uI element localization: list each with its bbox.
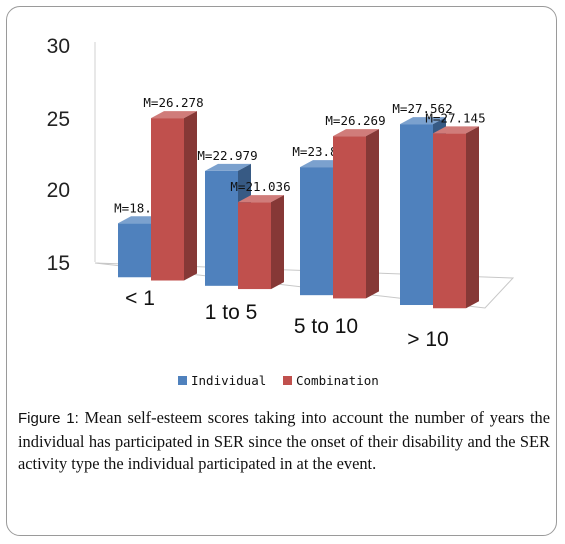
bar-top-combination-1 <box>238 195 284 203</box>
legend-swatch-individual <box>178 376 187 385</box>
bar-top-combination-2 <box>333 129 379 137</box>
y-tick-label: 20 <box>47 179 70 202</box>
bar-combination-1 <box>238 202 271 290</box>
category-label: > 10 <box>407 328 448 351</box>
bar-combination-3 <box>433 133 466 309</box>
category-label: 1 to 5 <box>205 301 258 324</box>
y-tick-label: 15 <box>47 252 70 275</box>
bar-side-combination-3 <box>466 126 479 309</box>
bar-side-combination-0 <box>184 111 197 281</box>
legend-label: Combination <box>296 373 379 388</box>
bar-side-combination-1 <box>271 195 284 290</box>
figure-caption: Figure 1: Mean self-esteem scores taking… <box>18 407 550 476</box>
bar-individual-0 <box>118 223 151 278</box>
category-label: 5 to 10 <box>294 315 358 338</box>
y-tick-label: 25 <box>47 108 70 131</box>
category-label: < 1 <box>125 287 155 310</box>
data-label: M=26.278 <box>143 95 203 110</box>
bar-individual-1 <box>205 170 238 286</box>
data-label: M=27.562 <box>392 101 452 116</box>
data-label: M=21.036 <box>230 179 290 194</box>
bar-individual-3 <box>400 124 433 306</box>
bar-top-combination-0 <box>151 111 197 119</box>
legend-swatch-combination <box>283 376 292 385</box>
bar-side-combination-2 <box>366 129 379 299</box>
data-label: M=27.145 <box>425 110 485 125</box>
bar-top-individual-3 <box>400 117 446 125</box>
bar-top-combination-3 <box>433 126 479 134</box>
caption-text: Mean self-esteem scores taking into acco… <box>18 408 550 474</box>
bar-top-individual-1 <box>205 163 251 171</box>
bar-chart: 30252015M=18.75M=26.278M=22.979M=21.036M… <box>47 35 515 388</box>
caption-lead: Figure 1: <box>18 410 79 427</box>
bar-combination-0 <box>151 118 184 281</box>
bar-combination-2 <box>333 136 366 299</box>
y-tick-label: 30 <box>47 35 70 58</box>
legend-label: Individual <box>191 373 266 388</box>
bar-individual-2 <box>300 167 333 296</box>
data-label: M=22.979 <box>197 148 257 163</box>
data-label: M=26.269 <box>325 113 385 128</box>
